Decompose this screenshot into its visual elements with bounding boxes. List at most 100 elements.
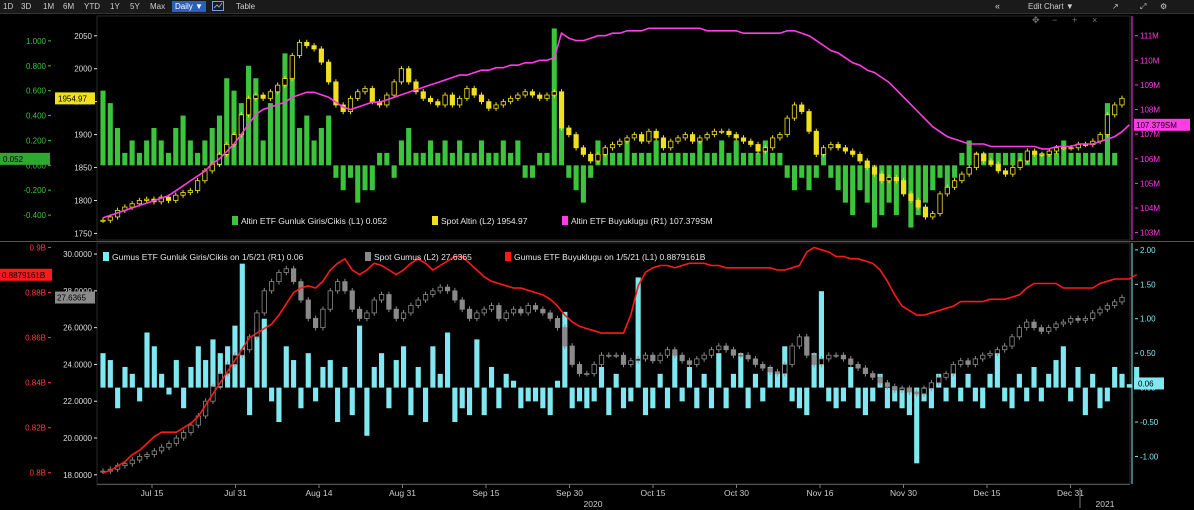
flow-bar bbox=[510, 380, 517, 388]
range-1m-button[interactable]: 1M bbox=[43, 2, 55, 11]
price-candle bbox=[782, 364, 788, 375]
left-axis-size-tick: 0.86B bbox=[25, 334, 46, 343]
price-candle bbox=[842, 147, 848, 152]
flow-bar bbox=[239, 263, 245, 388]
flow-bar bbox=[657, 373, 663, 388]
collapse-icon[interactable]: « bbox=[995, 1, 1001, 11]
interval-select[interactable]: Daily ▼ bbox=[172, 1, 206, 12]
price-candle bbox=[1082, 318, 1088, 321]
flow-bar bbox=[364, 387, 370, 436]
range-ytd-button[interactable]: YTD bbox=[84, 2, 100, 11]
gold-panel: 1.000 0.800 0.600 0.400 0.200 0.000 -0.200 -0.4… bbox=[0, 15, 1190, 241]
crosshair-icon[interactable]: ✥ bbox=[1032, 15, 1040, 25]
price-candle bbox=[580, 147, 586, 155]
flow-bar bbox=[813, 165, 819, 178]
left-axis-size-tick: 0.8B bbox=[30, 469, 46, 478]
flow-bar bbox=[1016, 373, 1022, 388]
flow-bar bbox=[181, 387, 187, 409]
price-candle bbox=[1016, 327, 1022, 338]
flow-bar bbox=[529, 165, 535, 178]
price-candle bbox=[789, 345, 795, 365]
price-candle bbox=[320, 308, 326, 329]
flow-bar bbox=[231, 90, 237, 166]
flow-bar bbox=[784, 165, 790, 178]
price-candle bbox=[965, 360, 971, 365]
left-axis-price-tick: 2050 bbox=[74, 32, 92, 41]
flow-bar bbox=[540, 387, 546, 409]
price-candle bbox=[525, 305, 531, 314]
flow-bar bbox=[1002, 387, 1008, 402]
edit-chart-button[interactable]: Edit Chart ▼ bbox=[1028, 1, 1074, 12]
flow-bar bbox=[959, 152, 965, 166]
flow-bar bbox=[137, 387, 143, 402]
interval-label: Daily bbox=[175, 2, 193, 11]
zoom-out-icon[interactable]: − bbox=[1052, 15, 1057, 25]
flow-bar bbox=[1009, 387, 1015, 409]
price-candle bbox=[752, 358, 759, 365]
price-candle bbox=[835, 144, 841, 149]
table-button[interactable]: Table bbox=[236, 2, 256, 11]
left-axis-price-tick: 1750 bbox=[74, 229, 92, 238]
flow-bar bbox=[591, 387, 597, 402]
price-candle bbox=[689, 134, 696, 142]
flow-bar bbox=[937, 165, 943, 178]
price-candle bbox=[540, 308, 546, 314]
price-candle bbox=[569, 345, 575, 365]
range-max-button[interactable]: Max bbox=[150, 2, 166, 11]
left-axis-price-tick: 18.0000 bbox=[63, 471, 92, 480]
close-panel-icon[interactable]: × bbox=[1092, 15, 1097, 25]
price-candle bbox=[364, 312, 370, 319]
flow-bar bbox=[811, 353, 817, 388]
price-candle bbox=[369, 88, 375, 103]
x-tick-label: Oct 15 bbox=[640, 488, 665, 498]
flow-bar bbox=[716, 353, 722, 388]
price-candle bbox=[576, 364, 583, 375]
flow-bar bbox=[799, 165, 805, 178]
flow-bar bbox=[752, 373, 759, 388]
flow-bar bbox=[488, 366, 495, 388]
x-tick-label: Jul 31 bbox=[224, 488, 247, 498]
flow-bar bbox=[180, 115, 186, 166]
x-year-label: 2020 bbox=[584, 499, 603, 509]
expand-icon[interactable]: ⤢ bbox=[1140, 2, 1147, 11]
range-5y-button[interactable]: 5Y bbox=[130, 2, 140, 11]
flow-bar bbox=[173, 360, 179, 388]
flow-bar bbox=[347, 165, 354, 178]
export-icon[interactable]: ↗ bbox=[1112, 2, 1119, 11]
flow-bar bbox=[203, 360, 209, 388]
range-1y-button[interactable]: 1Y bbox=[110, 2, 120, 11]
price-candle bbox=[427, 97, 434, 103]
price-candle bbox=[166, 443, 172, 448]
x-tick-label: Aug 14 bbox=[306, 488, 333, 498]
right-axis-flow-tick: 2.00 bbox=[1140, 246, 1156, 255]
range-3d-button[interactable]: 3D bbox=[21, 2, 32, 11]
range-6m-button[interactable]: 6M bbox=[63, 2, 75, 11]
flow-bar bbox=[958, 387, 964, 402]
flow-bar bbox=[767, 366, 773, 388]
price-candle bbox=[628, 360, 634, 365]
flow-bar bbox=[723, 387, 729, 409]
price-candle bbox=[415, 299, 421, 306]
price-candle bbox=[452, 290, 458, 301]
price-candle bbox=[151, 450, 157, 455]
right-axis-size-tick: 104M bbox=[1140, 204, 1160, 213]
range-1d-button[interactable]: 1D bbox=[3, 2, 14, 11]
flow-bar bbox=[650, 387, 656, 409]
flow-bar bbox=[349, 387, 355, 416]
flow-bar bbox=[217, 353, 223, 388]
price-candle bbox=[334, 281, 341, 292]
size-tag: 107.379SM bbox=[1136, 121, 1177, 130]
price-candle bbox=[987, 352, 993, 356]
price-candle bbox=[276, 272, 282, 283]
price-candle bbox=[767, 367, 773, 373]
chart-type-icon[interactable] bbox=[212, 1, 224, 12]
flow-bar bbox=[569, 387, 575, 409]
price-candle bbox=[915, 200, 921, 208]
price-candle bbox=[1024, 150, 1030, 162]
settings-gear-icon[interactable]: ⚙ bbox=[1160, 2, 1168, 11]
price-candle bbox=[435, 101, 441, 106]
zoom-in-icon[interactable]: + bbox=[1072, 15, 1077, 25]
price-candle bbox=[828, 144, 834, 149]
flow-bar bbox=[602, 152, 608, 166]
flow-bar bbox=[871, 165, 878, 228]
